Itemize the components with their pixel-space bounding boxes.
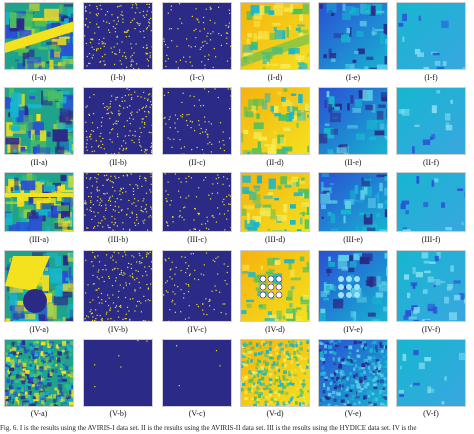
- label-I-e: (I-e): [345, 73, 361, 82]
- panel-V-b: [83, 339, 153, 407]
- image-IV-e: [319, 251, 387, 321]
- panel-III-e: [318, 172, 388, 232]
- label-V-c: (V-c): [188, 409, 206, 418]
- label-II-e: (II-e): [344, 158, 362, 167]
- panel-V-f: [396, 339, 466, 407]
- image-I-f: [397, 3, 465, 69]
- label-I-b: (I-b): [110, 73, 126, 82]
- label-III-a: (III-a): [29, 235, 49, 244]
- label-V-b: (V-b): [109, 409, 127, 418]
- label-II-a: (II-a): [30, 158, 48, 167]
- image-II-e: [319, 88, 387, 154]
- panel-I-a: [4, 2, 74, 70]
- label-IV-f: (IV-f): [421, 325, 441, 334]
- panel-II-c: [162, 87, 232, 155]
- image-II-f: [397, 88, 465, 154]
- label-I-f: (I-f): [424, 73, 438, 82]
- image-III-c: [163, 173, 231, 231]
- panel-III-b: [83, 172, 153, 232]
- image-II-a: [5, 88, 73, 154]
- panel-II-b: [83, 87, 153, 155]
- panel-IV-b: [83, 250, 153, 322]
- image-V-e: [319, 340, 387, 406]
- panel-III-a: [4, 172, 74, 232]
- panel-V-c: [162, 339, 232, 407]
- panel-II-e: [318, 87, 388, 155]
- image-IV-f: [397, 251, 465, 321]
- panel-V-a: [4, 339, 74, 407]
- image-II-b: [84, 88, 152, 154]
- panel-I-e: [318, 2, 388, 70]
- label-I-d: (I-d): [267, 73, 283, 82]
- image-I-a: [5, 3, 73, 69]
- panel-V-e: [318, 339, 388, 407]
- label-III-c: (III-c): [187, 235, 207, 244]
- panel-IV-f: [396, 250, 466, 322]
- image-III-d: [241, 173, 309, 231]
- panel-I-f: [396, 2, 466, 70]
- label-III-d: (III-d): [265, 235, 285, 244]
- label-II-c: (II-c): [188, 158, 206, 167]
- label-III-e: (III-e): [343, 235, 363, 244]
- image-IV-b: [84, 251, 152, 321]
- image-IV-a: [5, 251, 73, 321]
- image-V-d: [241, 340, 309, 406]
- panel-II-f: [396, 87, 466, 155]
- image-IV-d: [241, 251, 309, 321]
- label-III-b: (III-b): [108, 235, 128, 244]
- label-III-f: (III-f): [421, 235, 441, 244]
- panel-IV-e: [318, 250, 388, 322]
- image-I-e: [319, 3, 387, 69]
- panel-IV-d: [240, 250, 310, 322]
- label-I-c: (I-c): [189, 73, 205, 82]
- label-V-a: (V-a): [30, 409, 48, 418]
- panel-V-d: [240, 339, 310, 407]
- label-V-d: (V-d): [266, 409, 284, 418]
- label-IV-c: (IV-c): [187, 325, 207, 334]
- label-II-d: (II-d): [266, 158, 284, 167]
- label-IV-a: (IV-a): [29, 325, 49, 334]
- image-III-f: [397, 173, 465, 231]
- image-I-b: [84, 3, 152, 69]
- label-IV-d: (IV-d): [265, 325, 285, 334]
- panel-II-d: [240, 87, 310, 155]
- image-III-b: [84, 173, 152, 231]
- panel-IV-c: [162, 250, 232, 322]
- label-V-e: (V-e): [344, 409, 362, 418]
- image-II-d: [241, 88, 309, 154]
- image-IV-c: [163, 251, 231, 321]
- label-II-b: (II-b): [109, 158, 127, 167]
- image-I-c: [163, 3, 231, 69]
- panel-I-b: [83, 2, 153, 70]
- image-I-d: [241, 3, 309, 69]
- image-III-a: [5, 173, 73, 231]
- label-I-a: (I-a): [31, 73, 47, 82]
- panel-III-c: [162, 172, 232, 232]
- panel-IV-a: [4, 250, 74, 322]
- panel-I-d: [240, 2, 310, 70]
- panel-III-f: [396, 172, 466, 232]
- figure-caption: Fig. 6. I is the results using the AVIRI…: [0, 424, 417, 432]
- panel-I-c: [162, 2, 232, 70]
- label-IV-b: (IV-b): [108, 325, 128, 334]
- image-V-b: [84, 340, 152, 406]
- label-II-f: (II-f): [423, 158, 439, 167]
- image-III-e: [319, 173, 387, 231]
- image-V-f: [397, 340, 465, 406]
- image-II-c: [163, 88, 231, 154]
- panel-III-d: [240, 172, 310, 232]
- panel-II-a: [4, 87, 74, 155]
- image-V-c: [163, 340, 231, 406]
- label-IV-e: (IV-e): [343, 325, 363, 334]
- image-V-a: [5, 340, 73, 406]
- label-V-f: (V-f): [423, 409, 439, 418]
